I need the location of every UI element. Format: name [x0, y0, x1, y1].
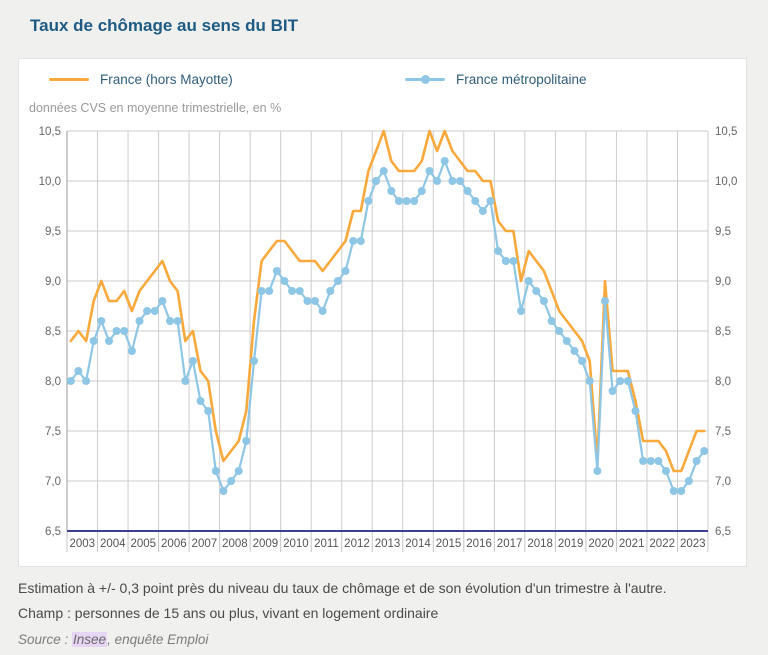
svg-text:2012: 2012: [344, 538, 370, 550]
svg-text:2016: 2016: [466, 538, 492, 550]
svg-text:2013: 2013: [375, 538, 401, 550]
svg-text:2022: 2022: [649, 538, 675, 550]
legend-label: France (hors Mayotte): [100, 71, 233, 87]
svg-text:9,0: 9,0: [715, 276, 731, 288]
source-note: Source : Insee, enquête Emploi: [18, 632, 209, 647]
svg-text:10,5: 10,5: [715, 126, 737, 138]
svg-text:10,0: 10,0: [715, 176, 737, 188]
svg-text:2014: 2014: [405, 538, 431, 550]
svg-text:7,5: 7,5: [45, 426, 61, 438]
svg-text:10,5: 10,5: [39, 126, 61, 138]
svg-text:9,5: 9,5: [715, 226, 731, 238]
svg-text:7,0: 7,0: [715, 476, 731, 488]
svg-text:8,5: 8,5: [45, 326, 61, 338]
svg-text:7,5: 7,5: [715, 426, 731, 438]
svg-text:2006: 2006: [161, 538, 187, 550]
chart-subtitle: données CVS en moyenne trimestrielle, en…: [29, 101, 282, 115]
svg-text:2010: 2010: [283, 538, 309, 550]
svg-text:2021: 2021: [619, 538, 645, 550]
blue-line-dot-swatch-icon: [405, 67, 445, 91]
legend-label: France métropolitaine: [456, 71, 587, 87]
svg-text:9,0: 9,0: [45, 276, 61, 288]
chart-footer: Estimation à +/- 0,3 point près du nivea…: [18, 576, 758, 652]
svg-text:2004: 2004: [100, 538, 126, 550]
svg-text:2018: 2018: [527, 538, 553, 550]
svg-text:2008: 2008: [222, 538, 248, 550]
legend-item-france-hors-mayotte[interactable]: France (hors Mayotte): [49, 67, 233, 91]
svg-text:2011: 2011: [314, 538, 339, 550]
svg-text:8,0: 8,0: [715, 376, 731, 388]
champ-note: Champ : personnes de 15 ans ou plus, viv…: [18, 605, 439, 621]
orange-line-swatch-icon: [49, 67, 89, 91]
svg-text:2007: 2007: [192, 538, 218, 550]
svg-text:6,5: 6,5: [715, 526, 731, 538]
svg-text:2003: 2003: [69, 538, 95, 550]
chart-canvas: 6,5 6,5 7,0 7,0 7,5 7,5 8,0 8,0 8,5 8,5 9,0 9,0 9,5 9…: [39, 126, 737, 552]
svg-text:2017: 2017: [497, 538, 523, 550]
insee-highlighted-text: Insee: [72, 632, 108, 647]
svg-text:2023: 2023: [680, 538, 706, 550]
chart-card: France (hors Mayotte) France métropolita…: [18, 58, 747, 567]
page-title: Taux de chômage au sens du BIT: [30, 16, 298, 35]
legend-item-france-metropolitaine[interactable]: France métropolitaine: [405, 67, 587, 91]
svg-text:8,0: 8,0: [45, 376, 61, 388]
svg-text:2009: 2009: [253, 538, 279, 550]
svg-text:9,5: 9,5: [45, 226, 61, 238]
svg-text:6,5: 6,5: [45, 526, 61, 538]
estimation-note: Estimation à +/- 0,3 point près du nivea…: [18, 580, 667, 596]
svg-text:2020: 2020: [588, 538, 614, 550]
svg-text:2019: 2019: [558, 538, 584, 550]
unemployment-line-chart: 6,5 6,5 7,0 7,0 7,5 7,5 8,0 8,0 8,5 8,5 9,0 9,0 9,5 9…: [19, 59, 748, 566]
svg-text:10,0: 10,0: [39, 176, 61, 188]
svg-text:8,5: 8,5: [715, 326, 731, 338]
svg-text:2015: 2015: [436, 538, 462, 550]
svg-text:7,0: 7,0: [45, 476, 61, 488]
svg-text:2005: 2005: [131, 538, 157, 550]
